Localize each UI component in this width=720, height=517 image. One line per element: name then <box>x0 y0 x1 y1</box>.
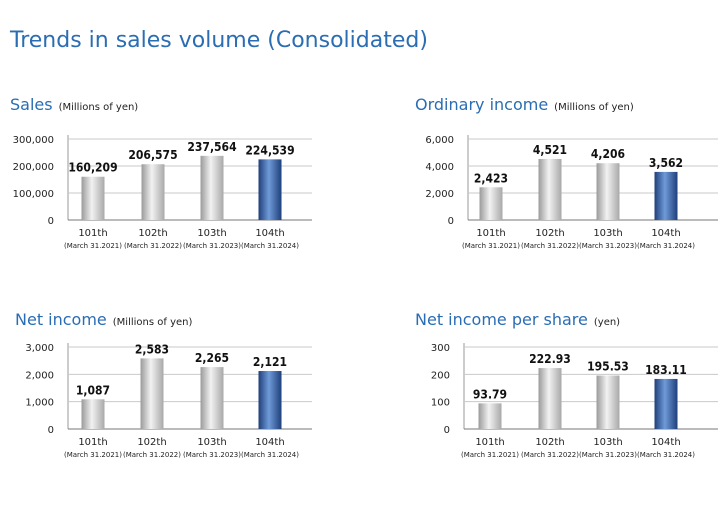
x-tick-sublabel: (March 31.2024) <box>241 451 299 459</box>
sales-unit: (Millions of yen) <box>58 102 139 113</box>
net-income-unit: (Millions of yen) <box>112 317 193 328</box>
x-tick-label: 101th <box>476 228 505 239</box>
ordinary-income-chart: 0 2,000 4,000 6,000 2,423 101th (March 31.2021… <box>425 135 718 250</box>
x-tick-label: 102th <box>137 437 166 448</box>
data-label: 1,087 <box>76 383 110 397</box>
data-label: 2,583 <box>135 342 169 356</box>
y-tick-label: 0 <box>48 216 54 227</box>
x-tick-sublabel: (March 31.2024) <box>241 242 299 250</box>
sales-chart: 0 100,000 200,000 300,000 160,209 101th (March… <box>13 135 312 250</box>
x-tick-sublabel: (March 31.2021) <box>462 242 520 250</box>
bar-highlight <box>654 171 678 220</box>
y-tick-label: 200,000 <box>13 162 54 173</box>
bar <box>479 187 503 220</box>
x-tick-label: 104th <box>255 228 284 239</box>
x-tick-label: 103th <box>593 228 622 239</box>
x-tick-label: 103th <box>197 228 226 239</box>
bar <box>200 367 224 429</box>
y-tick-label: 2,000 <box>425 189 454 200</box>
x-tick-label: 101th <box>78 228 107 239</box>
bar <box>538 158 562 220</box>
bar-highlight <box>258 159 282 220</box>
y-tick-label: 0 <box>444 425 450 436</box>
x-tick-sublabel: (March 31.2024) <box>637 451 695 459</box>
x-tick-sublabel: (March 31.2022) <box>521 451 579 459</box>
data-label: 3,562 <box>649 156 683 170</box>
x-tick-label: 103th <box>197 437 226 448</box>
net-income-per-share-unit: (yen) <box>593 317 621 328</box>
x-tick-label: 103th <box>593 437 622 448</box>
x-tick-sublabel: (March 31.2022) <box>123 451 181 459</box>
y-tick-label: 6,000 <box>425 135 454 146</box>
data-label: 4,521 <box>533 143 567 157</box>
ordinary-income-title-text: Ordinary income <box>415 95 549 114</box>
net-income-per-share-chart: 0 100 200 300 93.79 101th (March 31.2021) 222.9… <box>431 343 718 459</box>
x-tick-label: 102th <box>535 228 564 239</box>
bar-highlight <box>258 371 282 429</box>
data-label: 160,209 <box>68 161 117 175</box>
data-label: 2,265 <box>195 351 229 365</box>
net-income-chart: 0 1,000 2,000 3,000 1,087 101th (March 31.2021… <box>25 342 312 459</box>
data-label: 195.53 <box>587 360 629 374</box>
x-tick-sublabel: (March 31.2021) <box>461 451 519 459</box>
x-tick-label: 102th <box>535 437 564 448</box>
net-income-per-share-chart-title: Net income per share (yen) <box>415 310 620 329</box>
x-tick-label: 104th <box>651 437 680 448</box>
x-tick-sublabel: (March 31.2022) <box>521 242 579 250</box>
page-title: Trends in sales volume (Consolidated) <box>10 28 428 53</box>
data-label: 183.11 <box>645 363 687 377</box>
net-income-chart-title: Net income (Millions of yen) <box>15 310 192 329</box>
y-tick-label: 200 <box>431 370 450 381</box>
y-tick-label: 300 <box>431 343 450 354</box>
y-tick-label: 4,000 <box>425 162 454 173</box>
data-label: 224,539 <box>245 143 294 157</box>
bar <box>478 403 502 429</box>
bar <box>81 399 105 429</box>
ordinary-income-chart-title: Ordinary income (Millions of yen) <box>415 95 634 114</box>
data-label: 93.79 <box>473 387 507 401</box>
x-tick-label: 101th <box>78 437 107 448</box>
x-tick-sublabel: (March 31.2022) <box>124 242 182 250</box>
bar <box>141 164 165 220</box>
x-tick-sublabel: (March 31.2023) <box>579 451 637 459</box>
y-tick-label: 0 <box>448 216 454 227</box>
bar <box>200 155 224 220</box>
sales-title-text: Sales <box>10 95 53 114</box>
data-label: 222.93 <box>529 352 571 366</box>
sales-chart-title: Sales (Millions of yen) <box>10 95 138 114</box>
x-tick-sublabel: (March 31.2021) <box>64 242 122 250</box>
net-income-per-share-title-text: Net income per share <box>415 310 588 329</box>
bar <box>81 176 105 220</box>
y-tick-label: 1,000 <box>25 398 54 409</box>
bar <box>596 375 620 429</box>
x-tick-label: 102th <box>138 228 167 239</box>
bar <box>596 163 620 220</box>
bar-highlight <box>654 378 678 429</box>
x-tick-sublabel: (March 31.2023) <box>183 242 241 250</box>
x-tick-label: 101th <box>475 437 504 448</box>
data-label: 2,423 <box>474 171 508 185</box>
y-tick-label: 100 <box>431 398 450 409</box>
net-income-title-text: Net income <box>15 310 107 329</box>
bar <box>538 368 562 429</box>
ordinary-income-unit: (Millions of yen) <box>554 102 634 113</box>
y-tick-label: 2,000 <box>25 370 54 381</box>
x-tick-sublabel: (March 31.2023) <box>579 242 637 250</box>
y-tick-label: 300,000 <box>13 135 54 146</box>
x-tick-sublabel: (March 31.2024) <box>637 242 695 250</box>
x-tick-label: 104th <box>255 437 284 448</box>
data-label: 237,564 <box>187 140 237 154</box>
y-tick-label: 3,000 <box>25 343 54 354</box>
y-tick-label: 100,000 <box>13 189 54 200</box>
data-label: 4,206 <box>591 147 625 161</box>
x-tick-sublabel: (March 31.2023) <box>183 451 241 459</box>
data-label: 2,121 <box>253 355 287 369</box>
y-tick-label: 0 <box>48 425 54 436</box>
bar <box>140 358 164 429</box>
data-label: 206,575 <box>128 148 177 162</box>
x-tick-sublabel: (March 31.2021) <box>64 451 122 459</box>
x-tick-label: 104th <box>651 228 680 239</box>
